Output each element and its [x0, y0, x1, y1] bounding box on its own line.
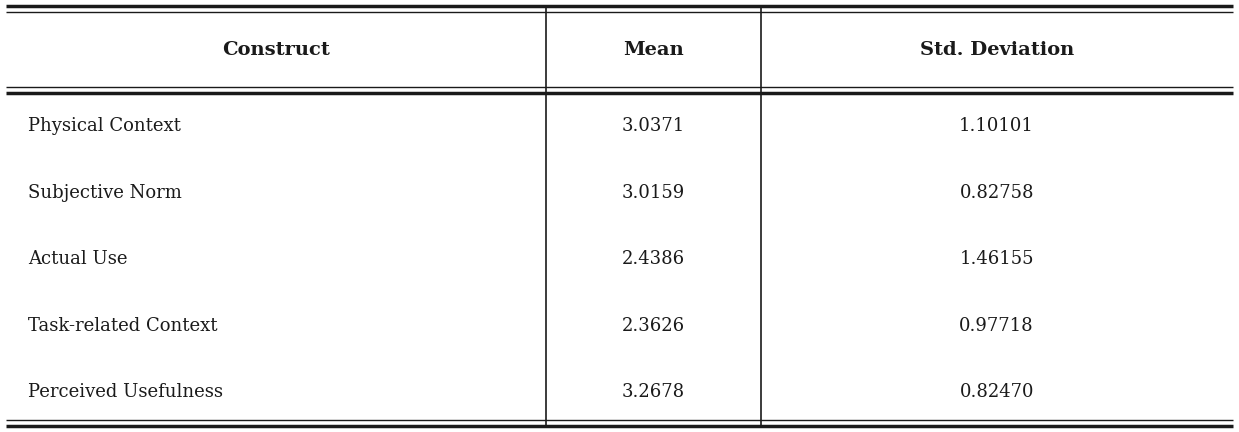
Text: 3.2678: 3.2678 [622, 383, 685, 401]
Text: 3.0159: 3.0159 [622, 184, 685, 202]
Text: 2.4386: 2.4386 [622, 250, 685, 268]
Text: 0.82470: 0.82470 [959, 383, 1033, 401]
Text: 0.82758: 0.82758 [959, 184, 1033, 202]
Text: 1.10101: 1.10101 [959, 117, 1035, 135]
Text: Construct: Construct [222, 41, 330, 59]
Text: 3.0371: 3.0371 [622, 117, 685, 135]
Text: Perceived Usefulness: Perceived Usefulness [28, 383, 223, 401]
Text: Physical Context: Physical Context [28, 117, 181, 135]
Text: 0.97718: 0.97718 [959, 317, 1035, 335]
Text: Mean: Mean [623, 41, 684, 59]
Text: Actual Use: Actual Use [28, 250, 128, 268]
Text: Subjective Norm: Subjective Norm [28, 184, 182, 202]
Text: Std. Deviation: Std. Deviation [919, 41, 1074, 59]
Text: 1.46155: 1.46155 [959, 250, 1033, 268]
Text: 2.3626: 2.3626 [622, 317, 685, 335]
Text: Task-related Context: Task-related Context [28, 317, 218, 335]
